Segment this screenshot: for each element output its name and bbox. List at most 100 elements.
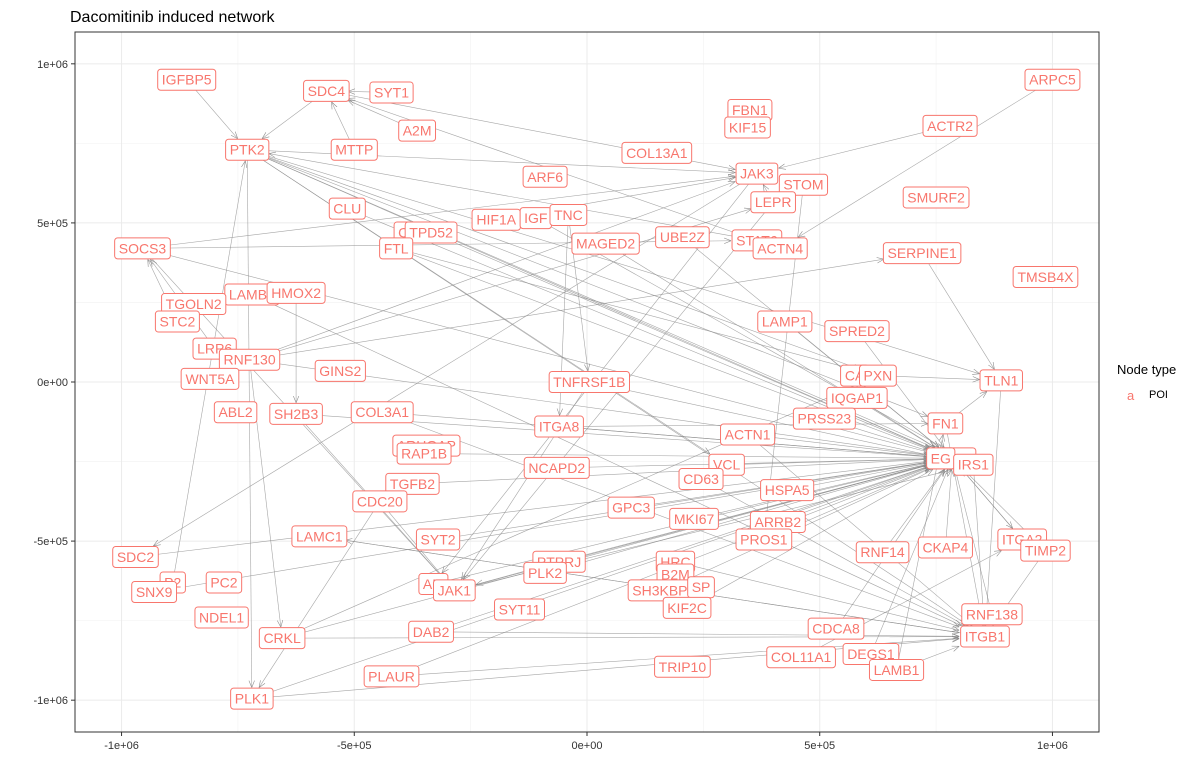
- edge-tnfrsf1b-irs1: [589, 381, 951, 460]
- node-label: PC2: [210, 574, 237, 590]
- node-label: A2M: [403, 123, 432, 139]
- node-label: SPRED2: [829, 323, 885, 339]
- node-plaur: PLAUR: [363, 665, 420, 688]
- node-label: JAK3: [740, 166, 774, 182]
- x-tick-label: 0e+00: [572, 740, 603, 752]
- node-box: [328, 197, 366, 220]
- node-box: [433, 579, 476, 602]
- node-label: LAMB2: [229, 287, 275, 303]
- node-box: [724, 116, 771, 139]
- node-label: LAMP1: [762, 314, 808, 330]
- y-tick-label: 5e+05: [37, 218, 68, 230]
- edge-serpine1-tln1: [921, 252, 994, 369]
- node-label: RAP1B: [401, 446, 447, 462]
- node-box: [369, 81, 414, 104]
- node-label: MAGED2: [576, 236, 635, 252]
- edge-maged2-egfr: [605, 243, 935, 448]
- node-hmox2: HMOX2: [266, 281, 326, 304]
- node-fn1: FN1: [927, 412, 964, 435]
- node-label: ARPC5: [1029, 72, 1076, 88]
- node-label: CDCA8: [812, 621, 860, 637]
- edge-crkl-egfr: [282, 464, 931, 639]
- x-tick-label: 1e+06: [1037, 740, 1068, 752]
- node-label: ABL2: [218, 404, 252, 420]
- edge-arpc5-actn4: [798, 79, 1053, 238]
- node-box: [131, 581, 178, 603]
- node-serpine1: SERPINE1: [882, 242, 962, 265]
- node-pxn: PXN: [859, 364, 897, 387]
- node-igfbp5: IGFBP5: [157, 68, 217, 91]
- node-label: CDC20: [357, 493, 403, 509]
- node-rap1b: RAP1B: [396, 442, 452, 465]
- node-box: [607, 496, 655, 519]
- node-label: FBN1: [732, 102, 768, 118]
- node-col13a1: COL13A1: [621, 141, 693, 164]
- node-label: ACTR2: [927, 118, 973, 134]
- node-rnf138: RNF138: [961, 603, 1023, 626]
- node-arrb2: ARRB2: [749, 511, 806, 533]
- node-timp2: TIMP2: [1020, 539, 1071, 562]
- edge-hrc-itgb1: [675, 561, 959, 631]
- node-label: TGFB2: [390, 476, 435, 492]
- node-label: SDC4: [308, 83, 346, 99]
- node-pros1: PROS1: [735, 528, 793, 551]
- legend-entry-poi: POI: [1149, 389, 1168, 401]
- node-dab2: DAB2: [408, 620, 454, 643]
- node-label: TNC: [554, 207, 583, 223]
- node-box: [269, 402, 323, 425]
- node-label: NCAPD2: [528, 460, 585, 476]
- node-label: ITGB1: [965, 629, 1006, 645]
- node-ftl: FTL: [379, 237, 414, 260]
- node-box: [826, 386, 888, 409]
- node-arpc5: ARPC5: [1024, 68, 1081, 91]
- edge-cd63-itgb1: [700, 478, 965, 626]
- node-itgb1: ITGB1: [960, 625, 1010, 648]
- node-box: [757, 310, 813, 333]
- node-label: SH2B3: [274, 406, 319, 422]
- node-label: UBE2Z: [660, 229, 706, 245]
- edge-ptk2-fn1: [247, 149, 928, 417]
- node-box: [523, 456, 590, 479]
- node-label: PROS1: [740, 532, 788, 548]
- node-ptk2: PTK2: [225, 138, 270, 161]
- node-box: [752, 237, 808, 260]
- node-label: WNT5A: [185, 371, 235, 387]
- node-ube2z: UBE2Z: [655, 226, 710, 249]
- node-jak1: JAK1: [433, 579, 476, 602]
- node-label: PTK2: [230, 142, 265, 158]
- node-ncapd2: NCAPD2: [523, 456, 590, 479]
- node-ckap4: CKAP4: [917, 536, 973, 559]
- node-box: [218, 348, 281, 371]
- node-box: [927, 412, 964, 435]
- node-label: PLK2: [528, 565, 562, 581]
- node-box: [225, 138, 270, 161]
- node-label: ARF6: [527, 169, 563, 185]
- x-axis: -1e+06 -5e+05 0e+00 5e+05 1e+06: [104, 732, 1068, 752]
- y-axis: -1e+06 -5e+05 0e+00 5e+05 1e+06: [33, 59, 75, 707]
- node-lamb1: LAMB1: [868, 658, 925, 681]
- edge-degs1-egfr: [870, 469, 948, 655]
- node-label: NDEL1: [199, 609, 244, 625]
- y-tick-label: 0e+00: [37, 377, 68, 389]
- node-label: FTL: [384, 240, 409, 256]
- node-box: [922, 114, 978, 137]
- node-box: [363, 665, 420, 688]
- node-label: COL3A1: [355, 404, 409, 420]
- node-label: IGFBP5: [162, 72, 212, 88]
- node-tln1: TLN1: [979, 369, 1023, 392]
- edge-ckap4-egfr: [945, 469, 951, 548]
- node-label: STC2: [160, 314, 196, 330]
- node-box: [868, 658, 925, 681]
- edge-igf-irs1: [535, 217, 954, 454]
- node-label: RNF138: [966, 606, 1018, 622]
- node-box: [979, 369, 1023, 392]
- y-tick-label: -5e+05: [33, 536, 68, 548]
- node-itga8: ITGA8: [534, 415, 584, 438]
- node-trip10: TRIP10: [654, 655, 711, 678]
- node-box: [194, 606, 249, 629]
- node-tmsb4x: TMSB4X: [1012, 266, 1079, 288]
- node-box: [961, 603, 1023, 626]
- node-box: [1020, 539, 1071, 562]
- node-tpd52: TPD52: [404, 221, 458, 244]
- node-actn1: ACTN1: [720, 423, 776, 446]
